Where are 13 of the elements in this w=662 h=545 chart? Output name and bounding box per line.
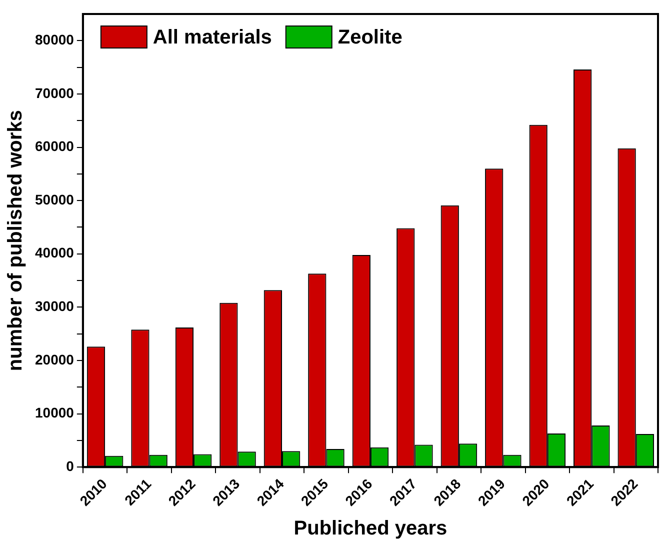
y-tick-label: 30000 [34, 298, 74, 314]
y-tick-label: 50000 [34, 191, 74, 208]
y-tick-label: 0 [66, 458, 74, 474]
x-axis-title: Publiched years [294, 518, 448, 540]
y-tick-label: 40000 [34, 244, 74, 261]
y-tick-label: 80000 [34, 32, 74, 48]
y-tick-label: 10000 [34, 404, 74, 421]
y-tick-label: 70000 [34, 84, 74, 101]
legend-label: Zeolite [338, 26, 402, 49]
y-axis-title: number of published works [4, 110, 27, 372]
y-tick-label: 20000 [34, 351, 74, 368]
legend-label: All materials [152, 26, 272, 49]
y-tick-label: 60000 [34, 138, 74, 154]
